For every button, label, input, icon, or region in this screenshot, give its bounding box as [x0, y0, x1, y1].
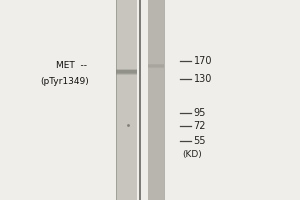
Text: 55: 55 [194, 136, 206, 146]
Text: MET  --: MET -- [56, 62, 88, 71]
Bar [148, 0, 164, 200]
Text: 72: 72 [194, 121, 206, 131]
Text: 130: 130 [194, 74, 212, 84]
Text: 170: 170 [194, 56, 212, 66]
Text: (KD): (KD) [182, 150, 202, 160]
Text: 95: 95 [194, 108, 206, 118]
Bar [116, 0, 136, 200]
Text: (pTyr1349): (pTyr1349) [40, 76, 89, 86]
